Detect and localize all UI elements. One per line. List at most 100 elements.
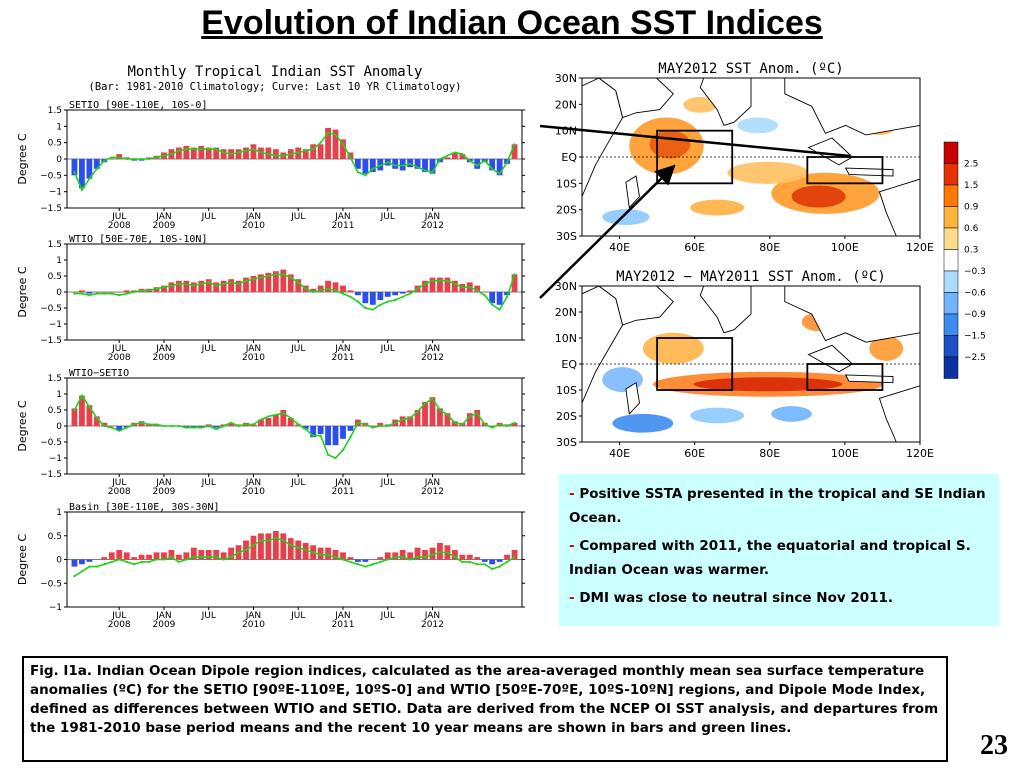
line-point bbox=[267, 153, 270, 156]
bar bbox=[265, 418, 272, 426]
line-point bbox=[215, 284, 218, 287]
line-point bbox=[304, 428, 307, 431]
lat-label: 30S bbox=[556, 230, 577, 243]
line-point bbox=[282, 412, 285, 415]
colorbar-swatch bbox=[943, 292, 959, 315]
anomaly-contour bbox=[771, 406, 812, 422]
bar bbox=[437, 542, 443, 560]
land-shape bbox=[844, 374, 894, 384]
bar bbox=[258, 419, 264, 426]
lon-label: 60E bbox=[684, 241, 705, 254]
notes-box: - Positive SSTA presented in the tropica… bbox=[559, 474, 999, 626]
line-point bbox=[401, 164, 404, 167]
bar bbox=[220, 149, 227, 159]
line-point bbox=[505, 161, 509, 164]
bar bbox=[93, 559, 100, 560]
line-point bbox=[513, 421, 516, 424]
line-point bbox=[177, 149, 180, 152]
line-point bbox=[80, 292, 84, 295]
bar bbox=[243, 147, 249, 159]
x-tick-year: 2009 bbox=[153, 221, 176, 231]
line-point bbox=[513, 273, 516, 276]
line-point bbox=[222, 282, 225, 286]
colorbar-label: −1.5 bbox=[964, 332, 986, 342]
line-point bbox=[364, 174, 367, 177]
bar bbox=[123, 552, 130, 560]
anomaly-contour bbox=[690, 199, 745, 216]
bar bbox=[362, 559, 369, 562]
bar bbox=[108, 426, 115, 427]
y-tick-label: 0 bbox=[56, 422, 62, 432]
line-point bbox=[349, 560, 352, 563]
line-point bbox=[513, 143, 516, 146]
lon-label: 120E bbox=[906, 447, 934, 460]
line-point bbox=[259, 418, 263, 421]
line-point bbox=[207, 148, 210, 151]
line-point bbox=[222, 558, 225, 561]
bar bbox=[325, 547, 331, 560]
line-point bbox=[80, 394, 84, 397]
bar bbox=[369, 559, 376, 560]
lat-label: 20N bbox=[555, 98, 577, 111]
x-tick-label: JUL bbox=[201, 611, 216, 621]
line-point bbox=[349, 295, 352, 298]
line-point bbox=[468, 286, 471, 289]
bar bbox=[340, 139, 346, 159]
line-point bbox=[326, 553, 330, 556]
land-shape bbox=[699, 286, 752, 334]
page-number: 23 bbox=[980, 730, 1008, 761]
bar bbox=[325, 127, 331, 159]
line-point bbox=[170, 424, 173, 428]
bar bbox=[444, 413, 451, 426]
colorbar-swatch bbox=[943, 313, 959, 336]
line-point bbox=[505, 295, 509, 298]
line-point bbox=[215, 556, 218, 559]
line-point bbox=[118, 294, 121, 297]
bar bbox=[496, 559, 503, 562]
bar bbox=[153, 552, 160, 560]
bar bbox=[466, 413, 473, 426]
line-point bbox=[133, 157, 136, 161]
line-point bbox=[349, 156, 352, 159]
bar bbox=[116, 550, 123, 560]
bar bbox=[265, 533, 272, 560]
line-point bbox=[259, 539, 263, 542]
line-point bbox=[177, 282, 180, 286]
bar bbox=[422, 550, 428, 560]
anomaly-contour bbox=[612, 413, 674, 433]
x-tick-year: 2012 bbox=[421, 221, 444, 231]
line-point bbox=[483, 423, 486, 426]
x-tick-label: JUL bbox=[201, 212, 216, 222]
chart-panel: Basin [30E-110E, 30S-30N] 1 0.5 0 −0.5 −1 Degr… bbox=[16, 502, 525, 630]
bar bbox=[302, 149, 309, 159]
x-tick-label: JAN bbox=[155, 611, 171, 621]
line-point bbox=[267, 539, 270, 542]
bar bbox=[474, 557, 481, 560]
line-point bbox=[125, 560, 128, 563]
line-point bbox=[409, 162, 412, 165]
line-point bbox=[244, 548, 248, 552]
bar bbox=[116, 426, 123, 431]
x-tick-label: JAN bbox=[245, 344, 261, 354]
line-point bbox=[371, 167, 374, 170]
line-point bbox=[215, 428, 218, 431]
bar bbox=[377, 557, 384, 560]
bar bbox=[116, 292, 123, 293]
colorbar-label: 2.5 bbox=[964, 160, 978, 170]
bar bbox=[384, 292, 391, 297]
y-tick-label: 1.5 bbox=[48, 106, 62, 116]
line-point bbox=[409, 292, 412, 295]
bar bbox=[407, 416, 414, 426]
bar bbox=[325, 280, 331, 292]
bar bbox=[175, 147, 182, 159]
line-point bbox=[423, 402, 427, 405]
lon-label: 100E bbox=[831, 447, 859, 460]
lon-label: 80E bbox=[759, 241, 780, 254]
bar bbox=[190, 547, 197, 560]
anomaly-contour bbox=[683, 96, 718, 113]
bar bbox=[86, 292, 93, 294]
note-text: Positive SSTA presented in the tropical … bbox=[569, 486, 986, 526]
bar bbox=[451, 152, 458, 159]
y-tick-label: 1.5 bbox=[48, 374, 62, 384]
line-point bbox=[401, 418, 404, 421]
